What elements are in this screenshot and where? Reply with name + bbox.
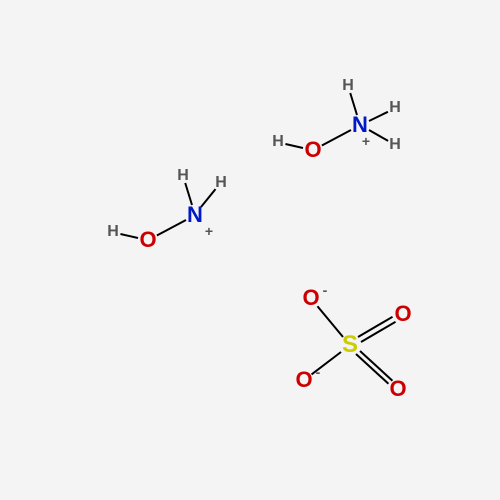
charge-label: - [323, 283, 328, 297]
atom-O: O [302, 287, 319, 309]
atom-H: H [107, 224, 119, 240]
atom-O: O [304, 139, 321, 161]
bond [156, 219, 186, 236]
atom-N: N [187, 204, 203, 226]
atom-S: S [342, 333, 358, 357]
atom-H: H [272, 134, 284, 150]
charge-label: - [316, 365, 321, 379]
atom-H: H [215, 175, 227, 191]
atom-O: O [389, 378, 406, 400]
bond [369, 111, 389, 122]
atom-O: O [394, 303, 411, 325]
charge-label: + [205, 224, 213, 238]
bond [286, 143, 304, 149]
atom-H: H [389, 137, 401, 153]
bond [321, 129, 351, 146]
bond [317, 305, 344, 337]
bond [368, 129, 388, 142]
bond [121, 233, 139, 239]
atom-H: H [342, 78, 354, 94]
bond [356, 354, 390, 385]
charge-label: + [362, 134, 370, 148]
atom-H: H [389, 100, 401, 116]
atom-O: O [139, 229, 156, 251]
atom-O: O [295, 369, 312, 391]
bond [359, 350, 393, 381]
atom-H: H [177, 168, 189, 184]
molecule-diagram: NOHHH+NOHHHH+SOOOO-- [0, 0, 500, 500]
